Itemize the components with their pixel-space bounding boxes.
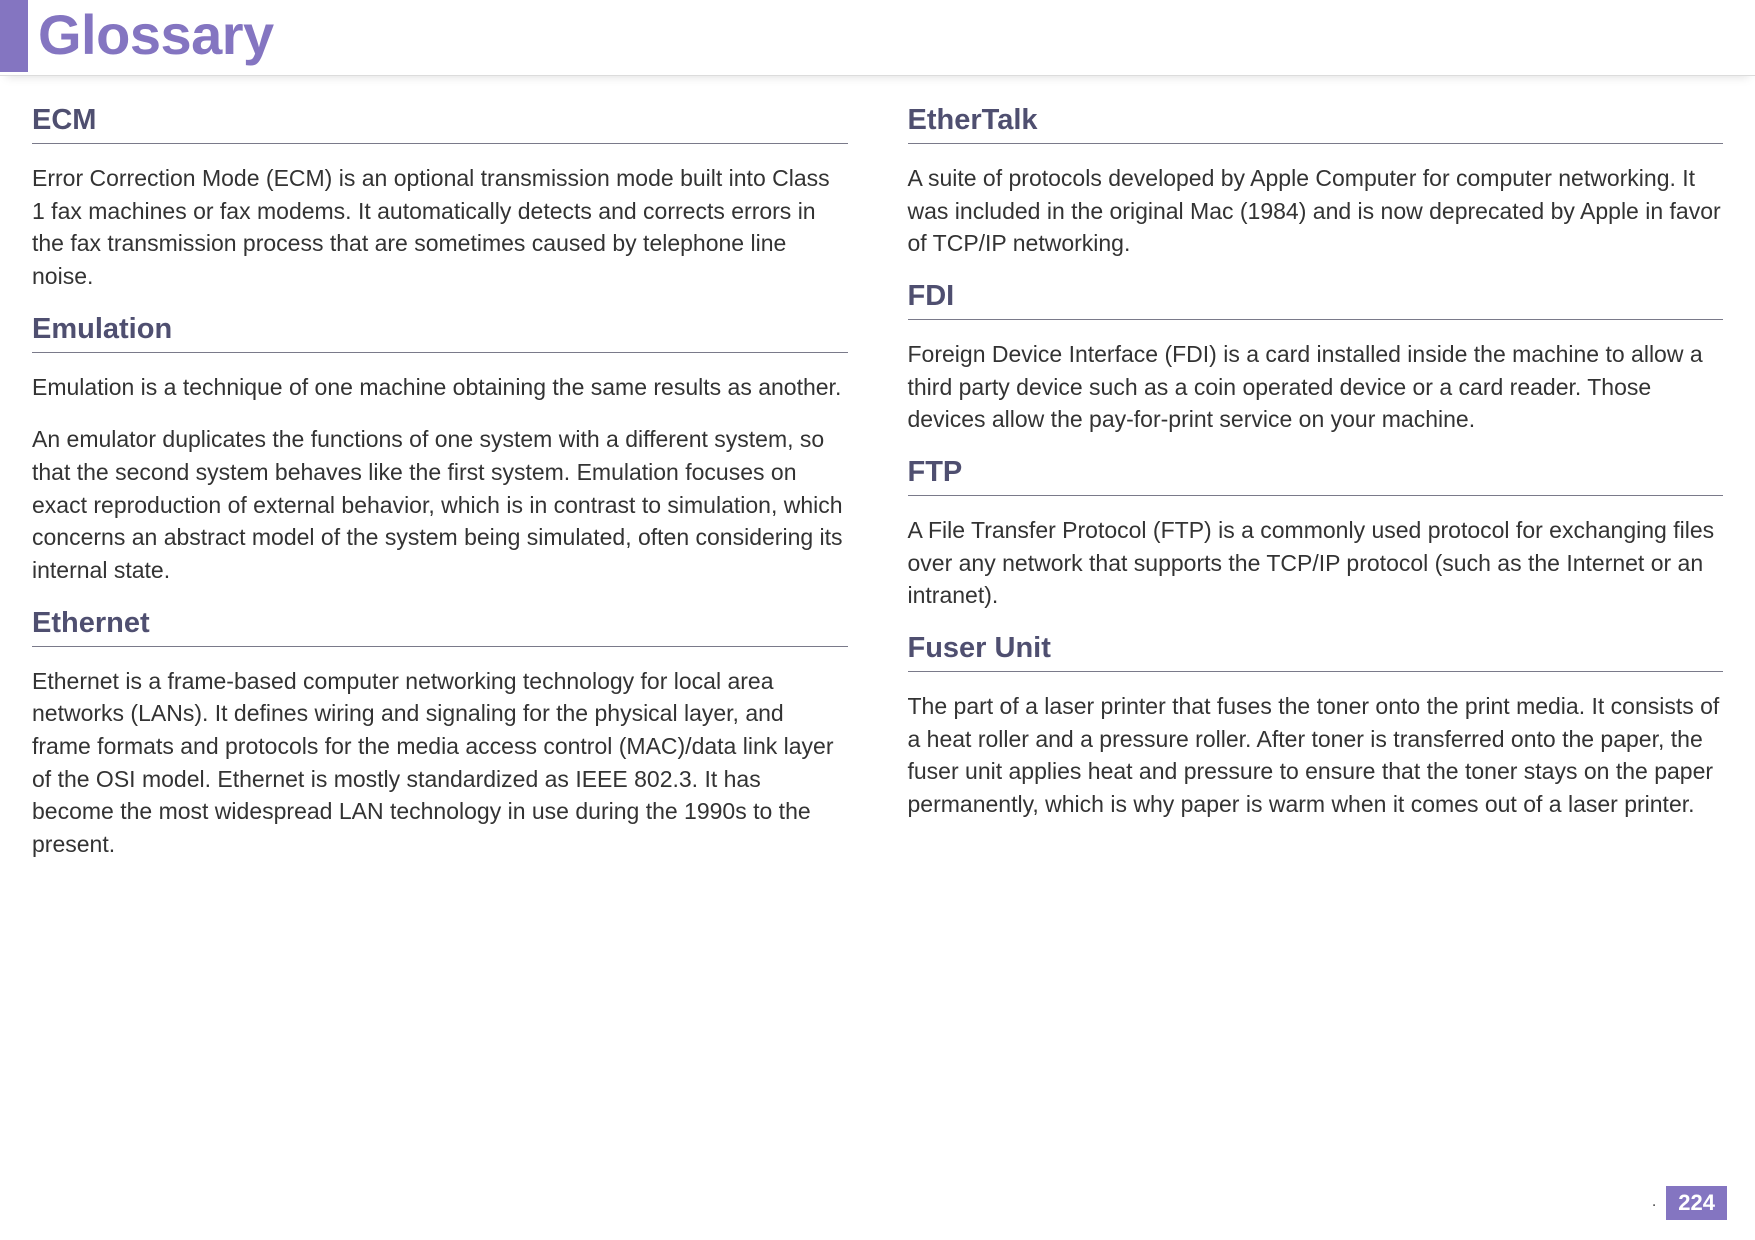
glossary-definition: The part of a laser printer that fuses t… — [908, 690, 1724, 821]
page-header: Glossary — [0, 0, 1755, 76]
page-footer: . 224 — [1652, 1186, 1727, 1220]
glossary-term: ECM — [32, 104, 848, 144]
left-column: ECM Error Correction Mode (ECM) is an op… — [32, 104, 848, 881]
glossary-definition: A File Transfer Protocol (FTP) is a comm… — [908, 514, 1724, 612]
glossary-definition: A suite of protocols developed by Apple … — [908, 162, 1724, 260]
page-title: Glossary — [28, 0, 274, 75]
glossary-term: Ethernet — [32, 607, 848, 647]
glossary-term: FTP — [908, 456, 1724, 496]
glossary-term: Emulation — [32, 313, 848, 353]
glossary-term: EtherTalk — [908, 104, 1724, 144]
glossary-definition: Foreign Device Interface (FDI) is a card… — [908, 338, 1724, 436]
footer-separator: . — [1652, 1193, 1656, 1213]
content-columns: ECM Error Correction Mode (ECM) is an op… — [0, 104, 1755, 881]
glossary-definition: Emulation is a technique of one machine … — [32, 371, 848, 404]
right-column: EtherTalk A suite of protocols developed… — [908, 104, 1724, 881]
glossary-term: Fuser Unit — [908, 632, 1724, 672]
glossary-term: FDI — [908, 280, 1724, 320]
glossary-definition: Ethernet is a frame-based computer netwo… — [32, 665, 848, 861]
glossary-definition: An emulator duplicates the functions of … — [32, 423, 848, 586]
header-accent-tab — [0, 0, 28, 72]
glossary-definition: Error Correction Mode (ECM) is an option… — [32, 162, 848, 293]
page-number: 224 — [1666, 1186, 1727, 1220]
